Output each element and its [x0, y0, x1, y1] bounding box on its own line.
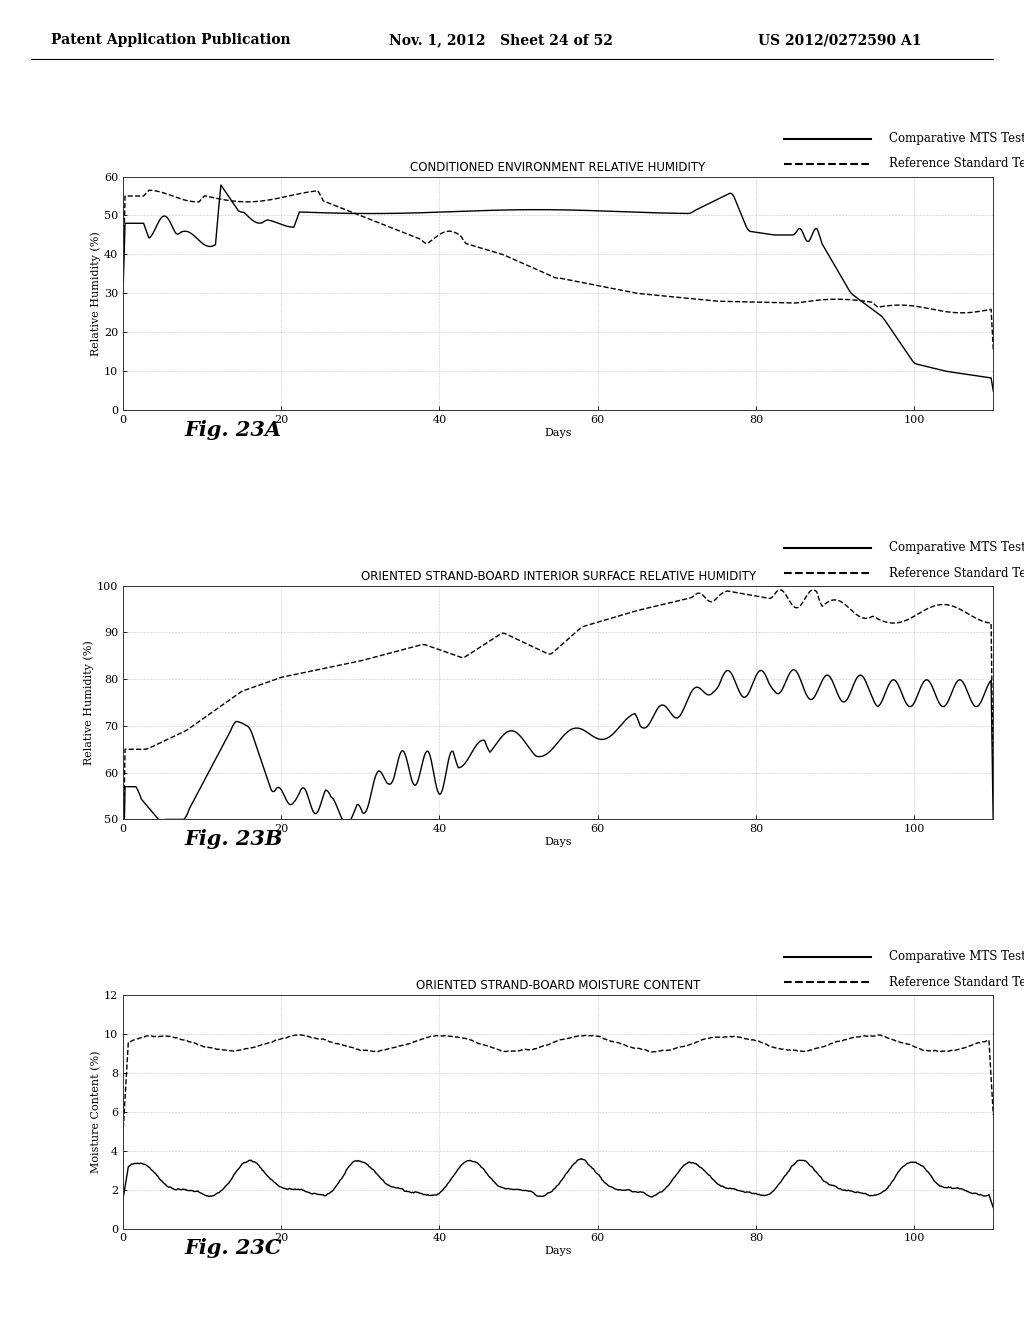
X-axis label: Days: Days: [545, 1246, 571, 1257]
Text: Comparative MTS Test Panel: Comparative MTS Test Panel: [889, 132, 1024, 145]
Title: ORIENTED STRAND-BOARD INTERIOR SURFACE RELATIVE HUMIDITY: ORIENTED STRAND-BOARD INTERIOR SURFACE R…: [360, 570, 756, 583]
Text: Fig. 23C: Fig. 23C: [184, 1238, 283, 1258]
Text: Fig. 23A: Fig. 23A: [185, 420, 282, 440]
X-axis label: Days: Days: [545, 428, 571, 438]
Text: Fig. 23B: Fig. 23B: [184, 829, 283, 849]
Title: ORIENTED STRAND-BOARD MOISTURE CONTENT: ORIENTED STRAND-BOARD MOISTURE CONTENT: [416, 979, 700, 993]
Y-axis label: Relative Humidity (%): Relative Humidity (%): [90, 231, 101, 356]
Y-axis label: Moisture Content (%): Moisture Content (%): [91, 1051, 101, 1173]
Y-axis label: Relative Humidity (%): Relative Humidity (%): [83, 640, 94, 766]
X-axis label: Days: Days: [545, 837, 571, 847]
Text: Reference Standard Test Panel: Reference Standard Test Panel: [889, 975, 1024, 989]
Text: Reference Standard Test Panel: Reference Standard Test Panel: [889, 157, 1024, 170]
Text: Comparative MTS Test Panel: Comparative MTS Test Panel: [889, 950, 1024, 964]
Text: Patent Application Publication: Patent Application Publication: [51, 33, 291, 48]
Text: Nov. 1, 2012   Sheet 24 of 52: Nov. 1, 2012 Sheet 24 of 52: [389, 33, 613, 48]
Text: Comparative MTS Test Panel: Comparative MTS Test Panel: [889, 541, 1024, 554]
Text: US 2012/0272590 A1: US 2012/0272590 A1: [758, 33, 922, 48]
Title: CONDITIONED ENVIRONMENT RELATIVE HUMIDITY: CONDITIONED ENVIRONMENT RELATIVE HUMIDIT…: [411, 161, 706, 174]
Text: Reference Standard Test Panel: Reference Standard Test Panel: [889, 566, 1024, 579]
